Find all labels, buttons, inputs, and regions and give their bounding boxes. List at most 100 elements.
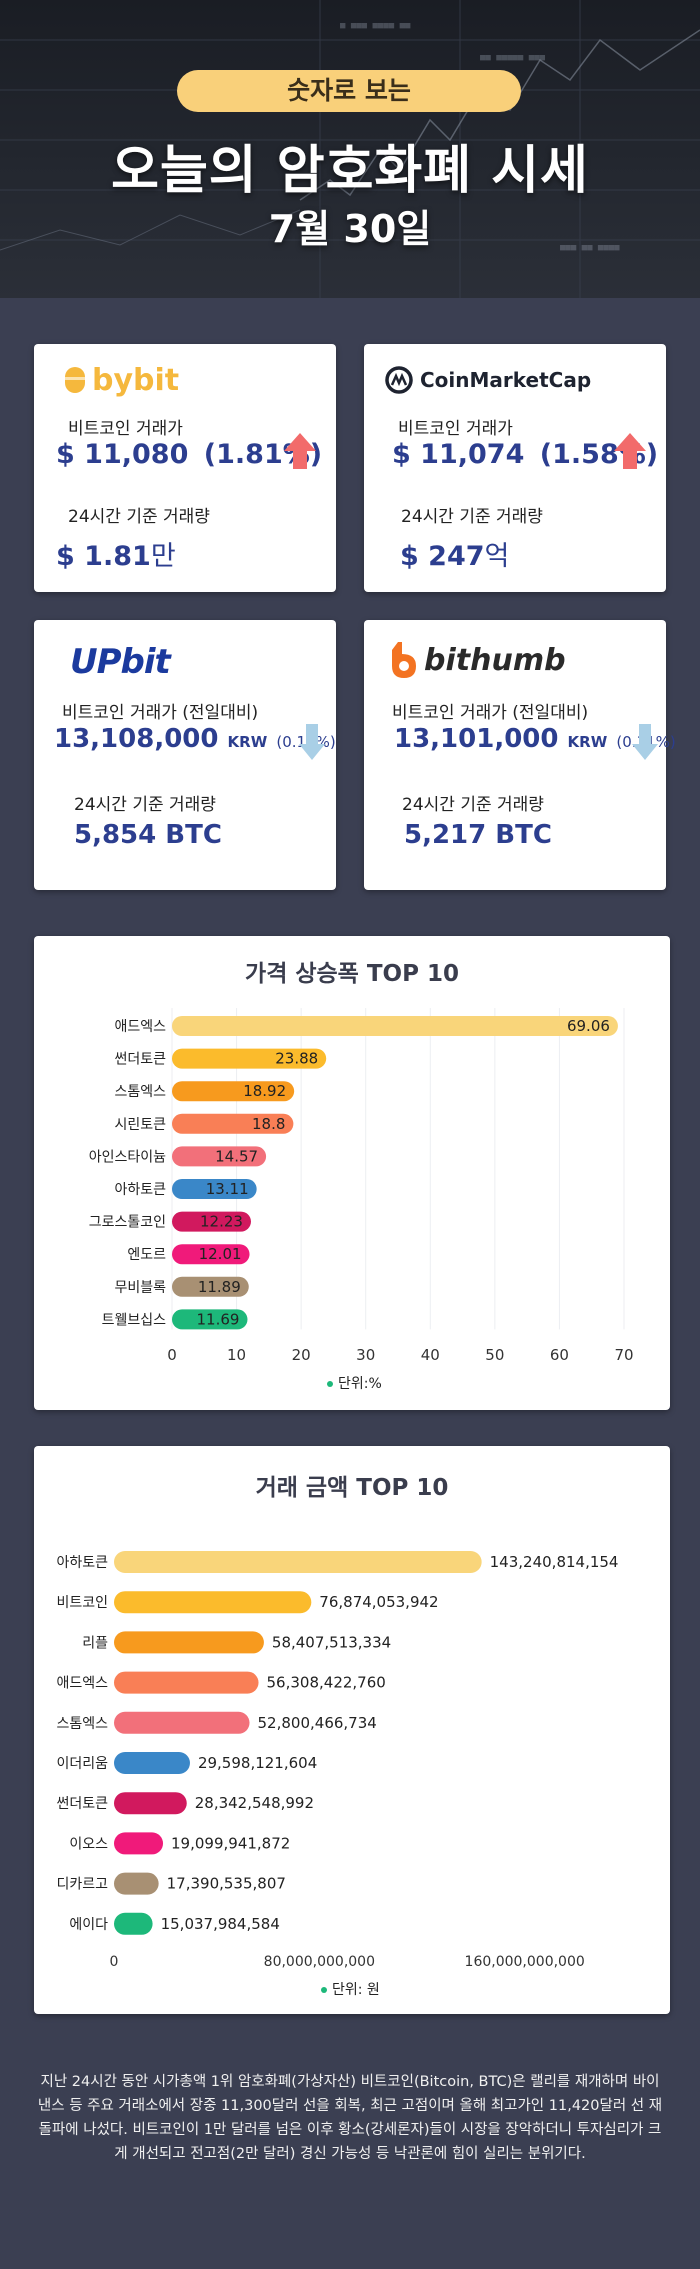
bar — [172, 1211, 251, 1232]
bar — [172, 1309, 248, 1330]
down-arrow-icon — [299, 724, 325, 760]
upbit-price: 13,108,000 KRW (0.12%) — [54, 724, 336, 754]
coinmarketcap-price-value: $ 11,074 — [392, 439, 525, 470]
bar — [114, 1671, 259, 1694]
upbit-logo: UPbit — [70, 640, 171, 684]
up-arrow-icon — [284, 433, 316, 469]
x-tick-label: 10 — [227, 1346, 246, 1364]
data-label: 23.88 — [275, 1050, 318, 1068]
data-label: 28,342,548,992 — [195, 1794, 314, 1812]
x-tick-label: 0 — [167, 1346, 177, 1364]
svg-text:■ ■■■ ■■■■ ■■: ■ ■■■ ■■■■ ■■ — [340, 21, 411, 31]
bar — [114, 1711, 250, 1734]
bybit-price-label: 비트코인 거래가 — [68, 419, 183, 439]
upbit-price-label: 비트코인 거래가 (전일대비) — [62, 703, 259, 723]
coinmarketcap-card: CoinMarketCap 비트코인 거래가 $ 11,074 (1.58%) … — [364, 344, 666, 592]
data-label: 11.89 — [198, 1278, 241, 1296]
bybit-card: bybit 비트코인 거래가 $ 11,080 (1.81%) 24시간 기준 … — [34, 344, 336, 592]
legend-marker — [321, 1987, 327, 1993]
coinmarketcap-price: $ 11,074 (1.58%) — [392, 439, 658, 470]
upbit-volume-label: 24시간 기준 거래량 — [74, 795, 216, 815]
bar — [172, 1179, 257, 1199]
category-label: 트웰브십스 — [102, 1312, 167, 1328]
data-label: 76,874,053,942 — [319, 1593, 438, 1611]
bithumb-currency: KRW — [567, 733, 608, 751]
category-label: 이오스 — [69, 1836, 108, 1852]
category-label: 비트코인 — [56, 1595, 108, 1611]
svg-text:■■■ ■■ ■■■■: ■■■ ■■ ■■■■ — [560, 243, 620, 253]
bithumb-price-value: 13,101,000 — [394, 724, 559, 754]
up-arrow-icon — [614, 433, 646, 469]
legend-label: 단위: 원 — [332, 1982, 380, 1998]
x-tick-label: 0 — [110, 1954, 119, 1970]
bar — [172, 1276, 249, 1297]
coinmarketcap-volume: $ 247억 — [400, 534, 509, 573]
category-label: 에이다 — [69, 1917, 108, 1933]
trade-amount-chart: 0 80,000,000,000 160,000,000,000 아하토큰 143,24… — [56, 1551, 619, 1998]
data-label: 13.11 — [206, 1180, 249, 1198]
data-label: 11.69 — [197, 1310, 240, 1328]
bybit-logo-text: bybit — [92, 362, 180, 398]
bybit-logo-icon — [65, 367, 85, 393]
bithumb-logo-text: bithumb — [424, 642, 566, 678]
x-tick-label: 20 — [292, 1346, 311, 1364]
bar — [172, 1113, 294, 1134]
down-arrow-icon — [632, 724, 658, 760]
upbit-logo-text: UPbit — [70, 642, 171, 682]
category-label: 스톰엑스 — [114, 1084, 166, 1100]
stock-chart-background: ■ ■■■ ■■■■ ■■ ■■ ■■■■■ ■■■ ■■■ ■■ ■■■■ — [0, 0, 700, 298]
category-label: 스톰엑스 — [56, 1716, 108, 1732]
data-label: 69.06 — [567, 1017, 610, 1035]
upbit-currency: KRW — [227, 733, 268, 751]
category-label: 리플 — [82, 1635, 108, 1651]
x-tick-label: 60 — [550, 1346, 569, 1364]
bithumb-logo: bithumb — [388, 638, 566, 682]
category-label: 애드엑스 — [114, 1019, 166, 1035]
data-label: 29,598,121,604 — [198, 1754, 317, 1772]
data-label: 12.23 — [200, 1213, 243, 1231]
bar — [172, 1244, 250, 1265]
category-label: 애드엑스 — [56, 1676, 108, 1692]
upbit-card: UPbit 비트코인 거래가 (전일대비) 13,108,000 KRW (0.… — [34, 620, 336, 890]
bar — [114, 1631, 264, 1654]
coinmarketcap-volume-unit: 억 — [484, 541, 510, 572]
bar — [114, 1792, 187, 1815]
x-tick-label: 30 — [356, 1346, 375, 1364]
x-tick-label: 50 — [485, 1346, 504, 1364]
bar — [114, 1912, 153, 1935]
data-label: 12.01 — [199, 1245, 242, 1263]
upbit-price-value: 13,108,000 — [54, 724, 219, 754]
bybit-volume-label: 24시간 기준 거래량 — [68, 507, 210, 527]
bithumb-volume-label: 24시간 기준 거래량 — [402, 795, 544, 815]
bar — [114, 1872, 159, 1895]
data-label: 17,390,535,807 — [167, 1875, 286, 1893]
bar — [172, 1081, 295, 1102]
trade-amount-chart-title: 거래 금액 TOP 10 — [255, 1475, 449, 1501]
category-label: 디카르고 — [56, 1877, 108, 1893]
bybit-price-value: $ 11,080 — [56, 439, 189, 470]
data-label: 19,099,941,872 — [171, 1834, 290, 1852]
x-tick-label: 80,000,000,000 — [264, 1954, 375, 1970]
category-label: 썬더토큰 — [56, 1796, 108, 1812]
coinmarketcap-logo: CoinMarketCap — [384, 358, 591, 402]
x-tick-label: 40 — [421, 1346, 440, 1364]
data-label: 58,407,513,334 — [272, 1633, 391, 1651]
coinmarketcap-logo-text: CoinMarketCap — [420, 368, 592, 392]
bithumb-volume: 5,217 BTC — [404, 820, 552, 850]
bybit-volume-value: $ 1.81 — [56, 541, 151, 572]
data-label: 18.92 — [243, 1082, 286, 1100]
bar — [114, 1752, 190, 1774]
data-label: 143,240,814,154 — [490, 1553, 619, 1571]
x-tick-label: 70 — [614, 1346, 633, 1364]
bar — [172, 1146, 267, 1167]
category-label: 썬더토큰 — [114, 1052, 166, 1068]
bithumb-logo-icon — [392, 642, 416, 678]
data-label: 15,037,984,584 — [161, 1915, 280, 1933]
bar — [114, 1832, 164, 1855]
bithumb-card: bithumb 비트코인 거래가 (전일대비) 13,101,000 KRW (… — [364, 620, 676, 890]
subtitle-pill: 숫자로 보는 — [177, 70, 521, 112]
bar — [114, 1591, 312, 1614]
coinmarketcap-volume-value: $ 247 — [400, 541, 485, 572]
category-label: 아하토큰 — [56, 1555, 108, 1571]
coinmarketcap-volume-label: 24시간 기준 거래량 — [401, 507, 543, 527]
